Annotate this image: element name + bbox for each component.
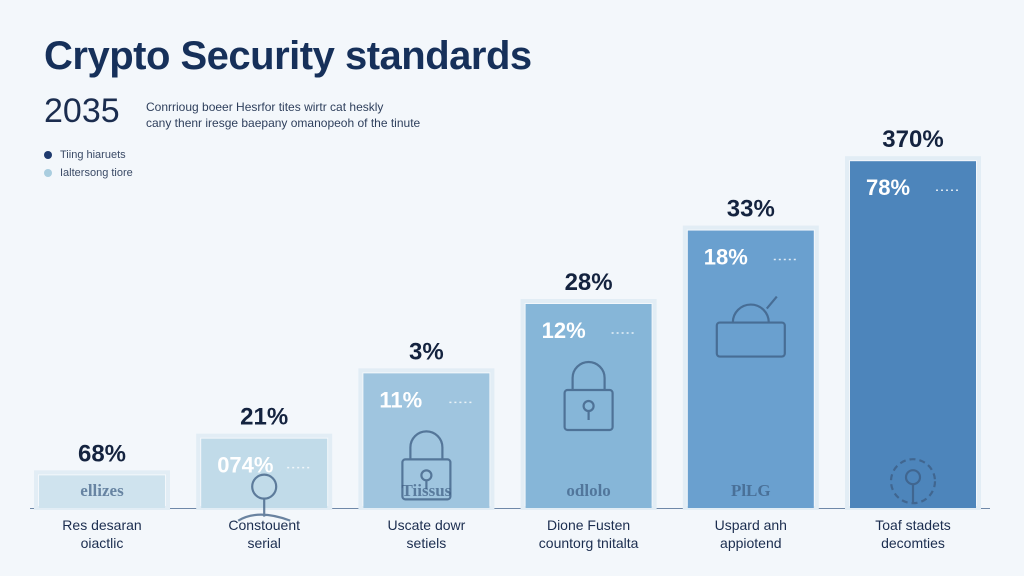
chart-year: 2035 — [44, 92, 120, 130]
bar — [201, 438, 328, 508]
bar-inner-label: 78% — [866, 175, 910, 200]
bar-value-label: 21% — [240, 404, 288, 431]
padlock-shackle — [409, 430, 444, 460]
bar-emblem-text: PlLG — [731, 481, 771, 500]
legend-item: Ialtersong tiore — [44, 164, 133, 182]
chart-subtitle: Conrrioug boeer Hesrfor tites wirtr cat … — [146, 99, 446, 131]
lock-badge-icon — [715, 295, 786, 358]
bar-value-label: 3% — [409, 338, 444, 365]
bar — [687, 230, 814, 508]
category-label: Uspard anh — [715, 517, 787, 533]
legend-label: Tiing hiaruets — [60, 149, 126, 161]
bar-inner-label: 18% — [704, 245, 748, 270]
padlock-body — [563, 388, 614, 432]
category-label: oiactlic — [81, 535, 124, 551]
legend: Tiing hiaruets Ialtersong tiore — [44, 146, 133, 182]
bar-value-label: 370% — [882, 126, 943, 153]
bar — [525, 304, 652, 508]
category-label: Res desaran — [62, 517, 141, 533]
category-label: countorg tnitalta — [539, 535, 639, 551]
bar-inner-label: 12% — [542, 318, 586, 343]
category-label: serial — [247, 535, 280, 551]
legend-item: Tiing hiaruets — [44, 146, 133, 164]
key-gear-icon — [889, 458, 937, 505]
chart-title: Crypto Security standards — [44, 34, 532, 78]
category-label: decomties — [881, 535, 945, 551]
padlock-shackle — [571, 360, 606, 390]
badge-plate — [715, 321, 786, 358]
hand-key-icon — [237, 473, 291, 522]
hand-shape — [237, 513, 291, 522]
subtitle-line-2: cany thenr iresge baepany omanopeoh of t… — [146, 116, 421, 130]
bar-inner-label: 11% — [379, 387, 422, 412]
legend-label: Ialtersong tiore — [60, 167, 133, 179]
legend-swatch — [44, 169, 52, 177]
bar-emblem-text: ellizes — [80, 481, 124, 500]
category-label: setiels — [407, 535, 447, 551]
bar-inner-label: 074% — [217, 453, 273, 478]
bar-value-label: 68% — [78, 440, 126, 467]
badge-antenna — [765, 295, 778, 310]
category-label: Uscate dowr — [387, 517, 465, 533]
bar-value-label: 33% — [727, 196, 775, 223]
subtitle-line-1: Conrrioug boeer Hesrfor tites wirtr cat … — [146, 100, 384, 114]
category-label: Constouent — [228, 517, 300, 533]
bar — [39, 475, 165, 508]
category-label: appiotend — [720, 535, 782, 551]
badge-arc — [731, 303, 770, 323]
bar-emblem-text: Tiissus — [402, 481, 452, 500]
bar-value-label: 28% — [565, 269, 613, 296]
category-label: Dione Fusten — [547, 517, 630, 533]
legend-swatch — [44, 151, 52, 159]
padlock-icon — [563, 360, 614, 432]
category-label: Toaf stadets — [875, 517, 951, 533]
bar-emblem-text: odlolo — [566, 481, 610, 500]
padlock-icon — [401, 430, 452, 501]
padlock-body — [401, 458, 452, 501]
bar — [850, 161, 976, 508]
